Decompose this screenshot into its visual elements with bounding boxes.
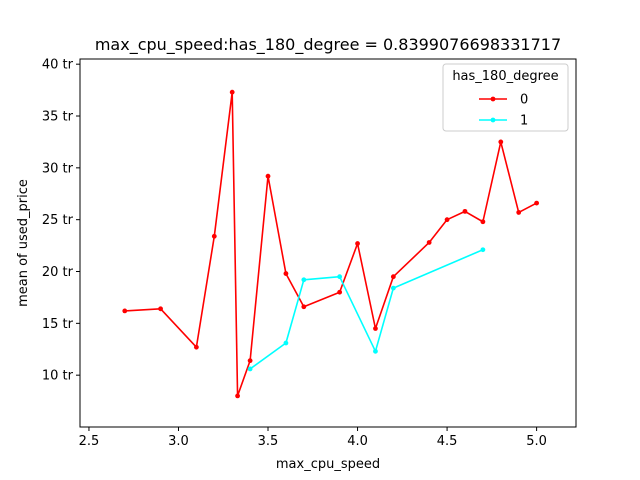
data-point: [355, 241, 360, 246]
plot-content: [122, 89, 540, 399]
chart-title: max_cpu_speed:has_180_degree = 0.8399076…: [95, 35, 561, 55]
data-point: [480, 247, 486, 253]
data-point: [211, 233, 217, 239]
x-tick-label: 3.0: [168, 434, 189, 449]
data-point: [498, 139, 504, 145]
x-tick-label: 5.0: [526, 434, 547, 449]
y-axis: 10 tr 15 tr 20 tr 25 tr 30 tr 35 tr 40 tr: [42, 58, 80, 384]
data-point: [373, 326, 378, 331]
data-point: [247, 366, 253, 372]
data-point: [373, 348, 378, 354]
legend-swatch-marker: [490, 117, 496, 123]
y-axis-title: mean of used_price: [16, 179, 31, 307]
series-0: [122, 89, 540, 399]
data-point: [534, 200, 540, 206]
y-tick-label: 30 tr: [42, 161, 74, 176]
data-point: [229, 89, 235, 95]
y-tick-label: 25 tr: [42, 213, 74, 228]
data-point: [444, 217, 450, 223]
data-point: [516, 210, 522, 215]
legend: has_180_degree 0 1: [442, 63, 569, 132]
legend-label: 0: [520, 93, 528, 108]
data-point: [301, 304, 307, 310]
data-point: [265, 173, 271, 179]
x-axis-title: max_cpu_speed: [276, 457, 380, 472]
legend-box: [442, 63, 569, 132]
data-point: [283, 271, 289, 276]
data-point: [426, 240, 432, 245]
y-tick-label: 35 tr: [42, 110, 74, 125]
data-point: [301, 277, 307, 283]
y-tick-label: 15 tr: [42, 317, 74, 332]
legend-title: has_180_degree: [452, 69, 558, 84]
data-point: [390, 274, 396, 280]
x-tick-label: 2.5: [79, 434, 100, 449]
data-point: [480, 219, 486, 225]
x-tick-label: 4.0: [347, 434, 368, 449]
data-point: [158, 306, 163, 312]
series-1: [247, 247, 486, 372]
legend-swatch-marker: [490, 96, 496, 102]
x-axis: 2.5 3.0 3.5 4.0 4.5 5.0: [79, 427, 547, 449]
data-point: [337, 274, 343, 280]
y-tick-label: 10 tr: [42, 369, 74, 384]
data-point: [283, 340, 289, 346]
legend-label: 1: [520, 114, 528, 129]
data-point: [193, 344, 199, 350]
data-point: [390, 285, 396, 291]
plot-frame: [79, 58, 577, 428]
x-tick-label: 4.5: [437, 434, 458, 449]
y-tick-label: 20 tr: [42, 265, 74, 280]
series-line: [124, 91, 537, 397]
data-point: [462, 208, 468, 214]
data-point: [235, 393, 240, 399]
y-tick-label: 40 tr: [42, 58, 74, 73]
data-point: [247, 358, 253, 364]
data-point: [337, 289, 343, 295]
x-tick-label: 3.5: [258, 434, 279, 449]
data-point: [122, 308, 128, 314]
